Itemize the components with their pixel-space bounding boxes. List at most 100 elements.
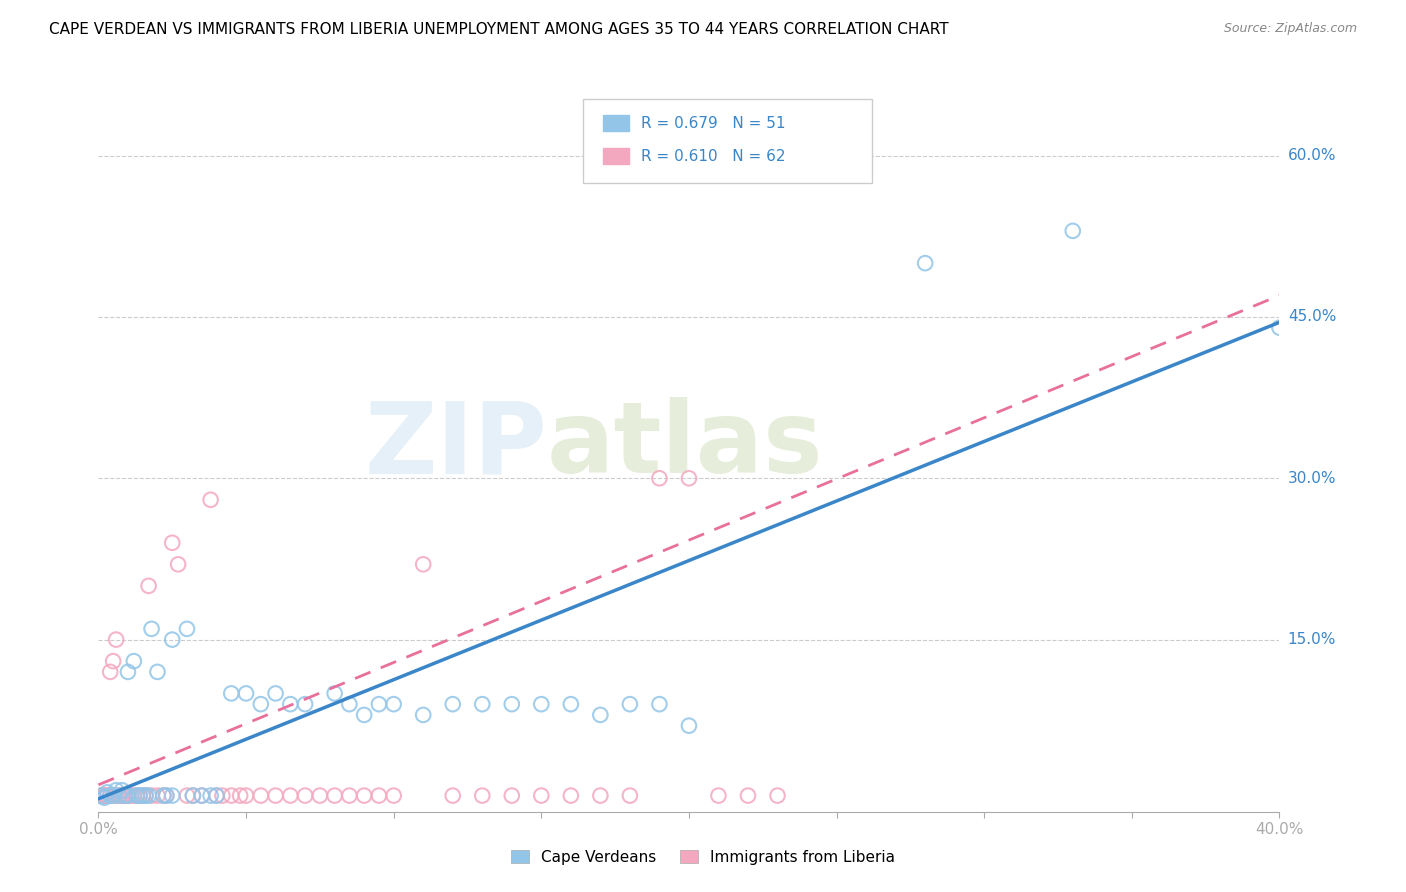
Point bbox=[235, 789, 257, 803]
Point bbox=[412, 558, 434, 572]
Point bbox=[146, 789, 169, 803]
Point bbox=[155, 789, 177, 803]
Point bbox=[98, 789, 121, 803]
Point bbox=[93, 789, 115, 803]
Point bbox=[93, 790, 115, 805]
Point bbox=[162, 632, 183, 647]
Point bbox=[96, 785, 118, 799]
Point bbox=[205, 789, 228, 803]
Point bbox=[323, 686, 346, 700]
Point bbox=[98, 665, 121, 679]
Text: R = 0.610   N = 62: R = 0.610 N = 62 bbox=[641, 149, 785, 164]
Text: 60.0%: 60.0% bbox=[1288, 148, 1336, 163]
Point bbox=[103, 654, 125, 668]
Point bbox=[135, 789, 157, 803]
Point bbox=[105, 783, 128, 797]
Point bbox=[108, 789, 131, 803]
Point bbox=[111, 789, 134, 803]
Point bbox=[96, 789, 118, 803]
Text: Source: ZipAtlas.com: Source: ZipAtlas.com bbox=[1223, 22, 1357, 36]
Point bbox=[412, 707, 434, 722]
Point bbox=[280, 697, 302, 711]
Point bbox=[441, 789, 464, 803]
Point bbox=[132, 789, 155, 803]
FancyBboxPatch shape bbox=[582, 99, 872, 183]
Point bbox=[619, 789, 641, 803]
Point bbox=[90, 789, 112, 803]
Text: ZIP: ZIP bbox=[364, 398, 547, 494]
Point bbox=[1268, 320, 1291, 334]
Point bbox=[128, 789, 150, 803]
Point bbox=[648, 697, 671, 711]
Point bbox=[353, 789, 375, 803]
Point bbox=[176, 789, 198, 803]
Point bbox=[146, 665, 169, 679]
Point bbox=[181, 789, 204, 803]
Point bbox=[1062, 224, 1084, 238]
Point bbox=[619, 697, 641, 711]
Point bbox=[737, 789, 759, 803]
Point bbox=[138, 789, 160, 803]
Point bbox=[560, 697, 582, 711]
Point bbox=[132, 789, 155, 803]
Point bbox=[221, 789, 243, 803]
Point bbox=[200, 492, 222, 507]
Point bbox=[205, 789, 228, 803]
Text: 45.0%: 45.0% bbox=[1288, 310, 1336, 325]
Point bbox=[353, 707, 375, 722]
Point bbox=[108, 789, 131, 803]
Point bbox=[589, 707, 612, 722]
Point bbox=[235, 686, 257, 700]
Point bbox=[135, 789, 157, 803]
Point bbox=[368, 697, 391, 711]
Point bbox=[128, 789, 150, 803]
Point bbox=[162, 536, 183, 550]
Point bbox=[98, 789, 121, 803]
Point bbox=[111, 783, 134, 797]
Point bbox=[103, 789, 125, 803]
Point bbox=[117, 789, 139, 803]
Point bbox=[560, 789, 582, 803]
Point bbox=[530, 789, 553, 803]
Point bbox=[264, 686, 287, 700]
Point bbox=[141, 789, 163, 803]
Point bbox=[441, 697, 464, 711]
Point bbox=[309, 789, 332, 803]
Point bbox=[471, 697, 494, 711]
Point bbox=[678, 719, 700, 733]
Text: 30.0%: 30.0% bbox=[1288, 471, 1336, 486]
Point bbox=[105, 632, 128, 647]
Point bbox=[530, 697, 553, 711]
Point bbox=[155, 789, 177, 803]
Point bbox=[114, 789, 136, 803]
Text: R = 0.679   N = 51: R = 0.679 N = 51 bbox=[641, 116, 785, 131]
Text: 15.0%: 15.0% bbox=[1288, 632, 1336, 647]
Point bbox=[93, 789, 115, 803]
Point bbox=[152, 789, 174, 803]
Point bbox=[122, 789, 145, 803]
Point bbox=[96, 789, 118, 803]
Point bbox=[229, 789, 252, 803]
Point bbox=[191, 789, 214, 803]
Point bbox=[501, 697, 523, 711]
Point bbox=[125, 789, 148, 803]
Text: CAPE VERDEAN VS IMMIGRANTS FROM LIBERIA UNEMPLOYMENT AMONG AGES 35 TO 44 YEARS C: CAPE VERDEAN VS IMMIGRANTS FROM LIBERIA … bbox=[49, 22, 949, 37]
Point bbox=[382, 697, 405, 711]
Point bbox=[264, 789, 287, 803]
Point bbox=[120, 789, 142, 803]
Point bbox=[707, 789, 730, 803]
Point bbox=[138, 579, 160, 593]
Point bbox=[648, 471, 671, 485]
Point bbox=[111, 789, 134, 803]
Point bbox=[176, 622, 198, 636]
Point bbox=[152, 789, 174, 803]
Point bbox=[114, 789, 136, 803]
Point bbox=[103, 789, 125, 803]
Point bbox=[501, 789, 523, 803]
Point bbox=[162, 789, 183, 803]
Point bbox=[766, 789, 789, 803]
Legend: Cape Verdeans, Immigrants from Liberia: Cape Verdeans, Immigrants from Liberia bbox=[505, 844, 901, 871]
Point bbox=[221, 686, 243, 700]
Point bbox=[125, 789, 148, 803]
Point bbox=[471, 789, 494, 803]
